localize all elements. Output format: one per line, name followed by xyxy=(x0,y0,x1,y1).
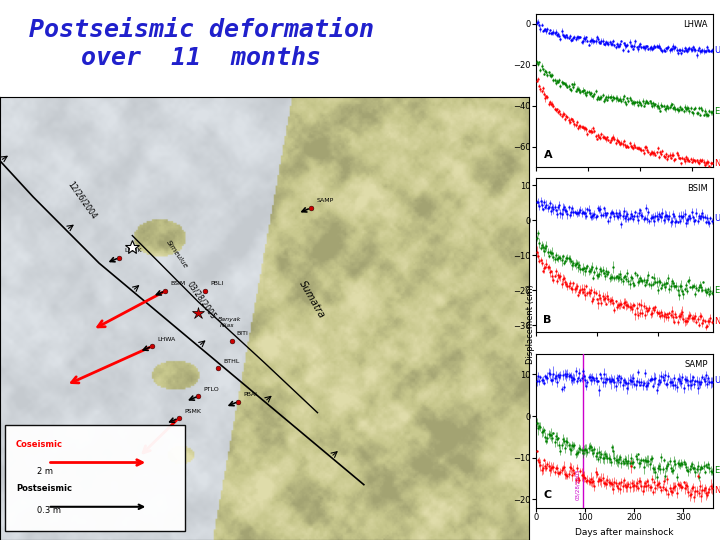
Text: N: N xyxy=(714,487,720,496)
Text: PBAI: PBAI xyxy=(243,392,258,397)
Text: N: N xyxy=(714,159,720,168)
Text: U: U xyxy=(714,376,720,385)
Text: 03/28/2005: 03/28/2005 xyxy=(575,468,580,500)
X-axis label: Days after mainshock: Days after mainshock xyxy=(575,528,674,537)
Text: PSMK: PSMK xyxy=(184,409,201,414)
Text: E: E xyxy=(714,107,720,117)
Text: BTHL: BTHL xyxy=(224,359,240,364)
Text: SAMP: SAMP xyxy=(684,360,708,369)
Text: U: U xyxy=(714,46,720,55)
Text: Displacement (cm): Displacement (cm) xyxy=(526,284,535,364)
Text: U: U xyxy=(714,214,720,223)
Text: C: C xyxy=(544,490,552,501)
Text: BSIM: BSIM xyxy=(171,281,186,287)
Text: A: A xyxy=(544,150,552,160)
Text: Coseismic: Coseismic xyxy=(16,440,63,449)
Text: Banyak
 Nias: Banyak Nias xyxy=(218,317,242,328)
Text: Simeulue: Simeulue xyxy=(166,239,189,270)
Text: LHWA: LHWA xyxy=(158,337,176,342)
Text: 12/26/2004: 12/26/2004 xyxy=(66,180,99,221)
Text: 03/28/2005: 03/28/2005 xyxy=(185,280,217,321)
Text: BITI: BITI xyxy=(237,332,248,336)
Text: Postseismic deformation
over  11  months: Postseismic deformation over 11 months xyxy=(29,18,374,70)
Bar xyxy=(5,425,185,531)
Text: N: N xyxy=(714,317,720,326)
Text: Postseismic: Postseismic xyxy=(16,484,72,494)
Text: PTLO: PTLO xyxy=(204,387,220,392)
Text: E: E xyxy=(714,286,720,295)
Text: B: B xyxy=(544,315,552,325)
Text: PBLI: PBLI xyxy=(210,281,224,287)
Text: Sumatra: Sumatra xyxy=(297,279,327,321)
Text: E: E xyxy=(714,465,720,475)
Text: LHWA: LHWA xyxy=(683,19,708,29)
Text: 2 m: 2 m xyxy=(37,467,53,476)
Text: 0.3 m: 0.3 m xyxy=(37,507,61,516)
Text: LEWK: LEWK xyxy=(125,248,142,253)
Text: SAMP: SAMP xyxy=(316,199,333,204)
Text: BSIM: BSIM xyxy=(687,184,708,193)
